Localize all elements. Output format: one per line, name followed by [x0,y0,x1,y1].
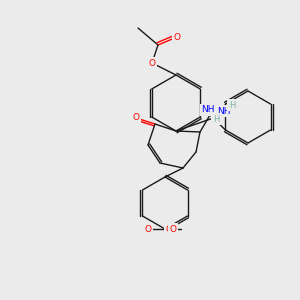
Text: O: O [133,113,140,122]
Text: NH: NH [201,106,215,115]
Text: O: O [173,32,181,41]
Text: NH: NH [217,106,231,116]
Text: O: O [169,224,176,233]
Text: O: O [148,58,155,68]
Text: H: H [229,100,235,109]
Text: O: O [145,224,152,233]
Text: O: O [166,224,172,233]
Text: H: H [213,115,219,124]
